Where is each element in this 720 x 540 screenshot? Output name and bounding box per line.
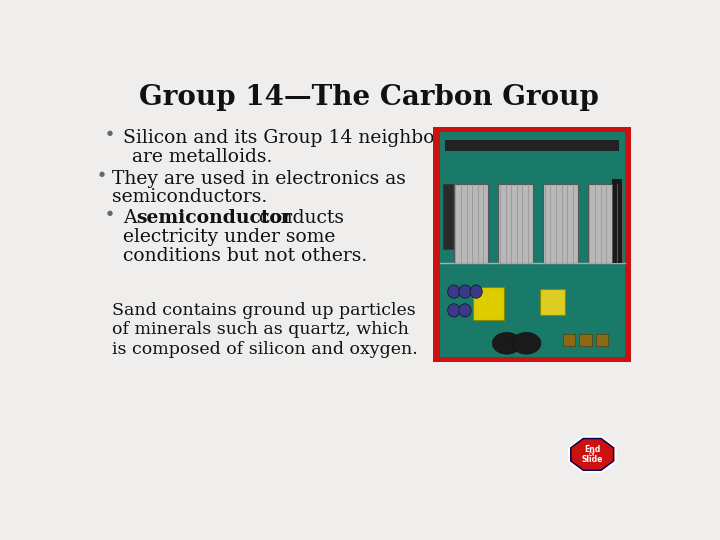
Bar xyxy=(498,184,533,264)
Bar xyxy=(433,127,631,362)
Bar xyxy=(596,334,608,346)
Polygon shape xyxy=(569,437,616,472)
Text: Silicon and its Group 14 neighbor, germanium,: Silicon and its Group 14 neighbor, germa… xyxy=(124,129,568,147)
Ellipse shape xyxy=(448,304,460,317)
Ellipse shape xyxy=(459,304,471,317)
Bar xyxy=(440,132,624,357)
Text: of: of xyxy=(589,451,595,457)
Bar xyxy=(540,289,565,315)
Text: conditions but not others.: conditions but not others. xyxy=(124,247,368,265)
Ellipse shape xyxy=(448,285,460,298)
Ellipse shape xyxy=(459,285,471,298)
Text: semiconductor: semiconductor xyxy=(136,210,292,227)
Text: ●: ● xyxy=(107,129,113,137)
Text: Sand contains ground up particles
of minerals such as quartz, which
is composed : Sand contains ground up particles of min… xyxy=(112,302,418,358)
Bar xyxy=(612,179,622,264)
Bar xyxy=(446,140,619,151)
Text: electricity under some: electricity under some xyxy=(124,228,336,246)
Text: Slide: Slide xyxy=(582,455,603,464)
Bar xyxy=(543,184,577,264)
Text: ●: ● xyxy=(99,170,104,178)
Circle shape xyxy=(512,333,541,354)
Bar xyxy=(443,184,453,249)
Bar xyxy=(580,334,592,346)
Text: A: A xyxy=(124,210,143,227)
Text: End: End xyxy=(584,445,600,454)
Bar xyxy=(473,287,504,320)
Text: are metalloids.: are metalloids. xyxy=(132,148,272,166)
Ellipse shape xyxy=(470,285,482,298)
Text: They are used in electronics as: They are used in electronics as xyxy=(112,170,406,187)
Text: ●: ● xyxy=(107,210,113,218)
Bar xyxy=(562,334,575,346)
Bar xyxy=(588,184,622,264)
Text: Group 14—The Carbon Group: Group 14—The Carbon Group xyxy=(139,84,599,111)
Text: semiconductors.: semiconductors. xyxy=(112,188,268,206)
Text: conducts: conducts xyxy=(248,210,344,227)
Bar xyxy=(454,184,488,264)
Circle shape xyxy=(492,333,521,354)
